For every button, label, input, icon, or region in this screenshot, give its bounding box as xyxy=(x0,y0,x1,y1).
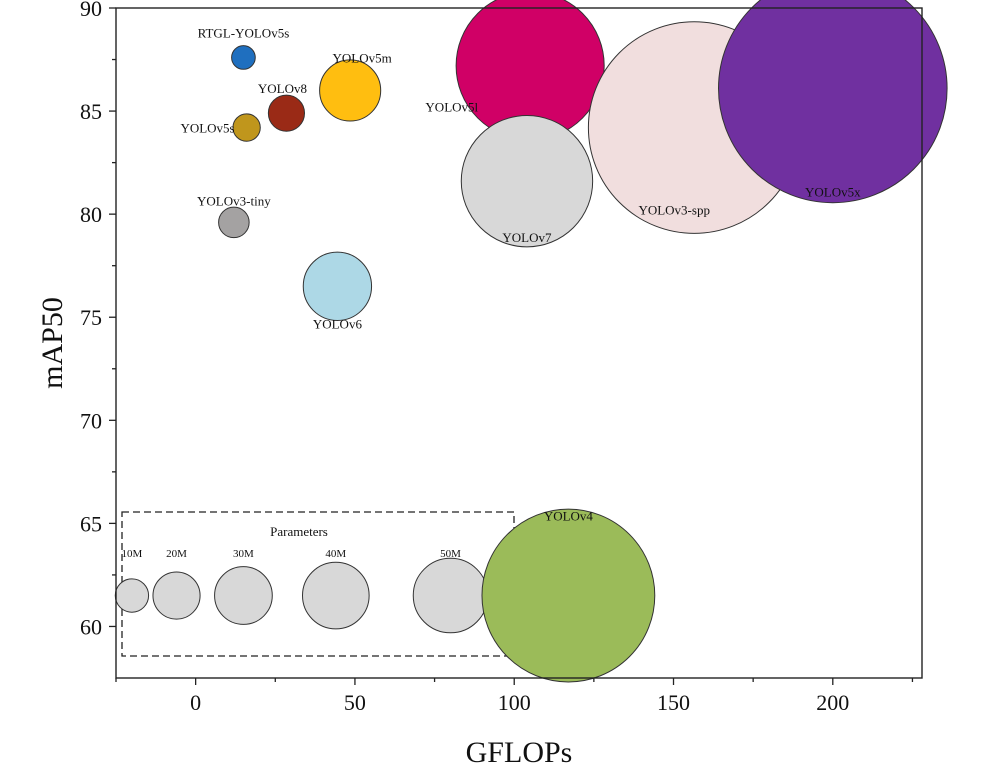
bubble-yolov8 xyxy=(268,95,304,131)
bubble-yolov7 xyxy=(461,115,592,246)
bubble-label: YOLOv3-tiny xyxy=(197,193,271,208)
y-tick-label: 85 xyxy=(80,99,102,124)
bubble-yolov4 xyxy=(482,509,655,682)
legend-size-circle xyxy=(115,579,148,612)
y-axis-title: mAP50 xyxy=(36,297,69,389)
bubbles: RTGL-YOLOv5s YOLOv5m YOLOv8 YOLOv5s YOLOv3-t… xyxy=(180,0,947,682)
bubble-label: YOLOv5s xyxy=(180,121,234,136)
bubble-label: RTGL-YOLOv5s xyxy=(198,25,290,40)
x-tick-label: 150 xyxy=(657,690,690,715)
bubble-chart: 10M 20M 30M 40M 50M RTGL-YOLOv5s YOLOv5m YOLOv… xyxy=(0,0,998,782)
bubble-yolov3-tiny xyxy=(219,207,250,238)
legend-size-circle xyxy=(413,558,488,633)
legend-size-label: 20M xyxy=(166,548,187,560)
legend-size-label: 50M xyxy=(440,548,461,560)
y-tick-label: 70 xyxy=(80,408,102,433)
x-tick-label: 100 xyxy=(498,690,531,715)
bubble-label: YOLOv5x xyxy=(805,184,861,199)
y-tick-label: 75 xyxy=(80,305,102,330)
bubble-label: YOLOv6 xyxy=(313,316,363,331)
y-tick-label: 90 xyxy=(80,0,102,21)
legend-size-circle xyxy=(302,562,369,629)
legend-title: Parameters xyxy=(270,524,328,539)
legend-size-circle xyxy=(153,572,200,619)
x-axis-title: GFLOPs xyxy=(466,736,573,769)
legend-size-circle xyxy=(215,567,273,625)
y-tick-label: 80 xyxy=(80,202,102,227)
x-tick-label: 0 xyxy=(190,690,201,715)
bubble-yolov5m xyxy=(320,60,381,121)
bubble-label: YOLOv7 xyxy=(502,230,552,245)
bubble-label: YOLOv8 xyxy=(258,81,307,96)
bubble-yolov5s xyxy=(233,114,260,141)
bubble-label: YOLOv4 xyxy=(544,509,594,524)
bubble-rtgl-yolov5s xyxy=(232,46,256,70)
legend-size-label: 10M xyxy=(122,548,143,560)
x-tick-label: 200 xyxy=(816,690,849,715)
bubble-label: YOLOv3-spp xyxy=(638,203,710,218)
y-tick-label: 65 xyxy=(80,511,102,536)
bubble-yolov6 xyxy=(303,252,371,320)
legend-size-label: 40M xyxy=(325,548,346,560)
y-tick-label: 60 xyxy=(80,614,102,639)
bubble-label: YOLOv5l xyxy=(425,100,478,115)
legend-size-label: 30M xyxy=(233,548,254,560)
x-tick-label: 50 xyxy=(344,690,366,715)
bubble-label: YOLOv5m xyxy=(333,50,392,65)
